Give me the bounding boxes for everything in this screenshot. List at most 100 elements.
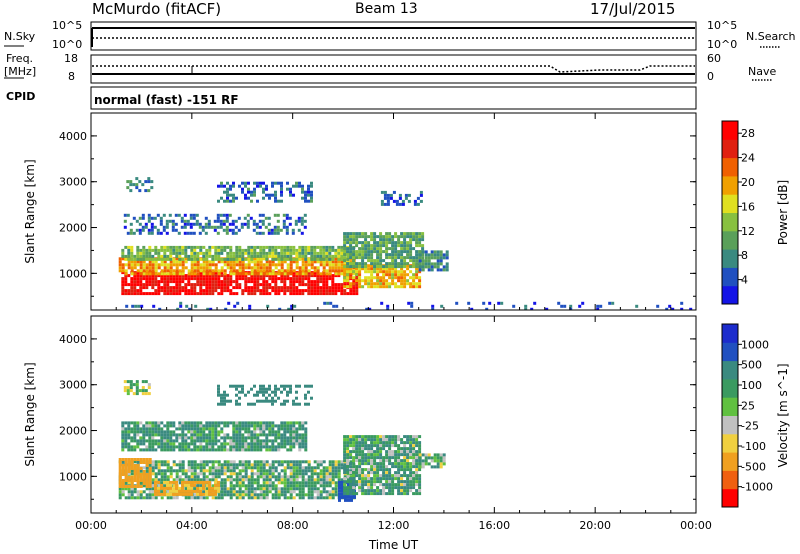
power-cell xyxy=(349,241,353,245)
power-cell xyxy=(123,219,127,223)
power-cell xyxy=(172,269,176,273)
power-cell xyxy=(196,274,200,278)
power-cell xyxy=(157,274,161,278)
velocity-cell xyxy=(256,478,260,482)
velocity-cell xyxy=(304,493,308,497)
velocity-cell xyxy=(241,484,245,488)
velocity-cell xyxy=(283,484,287,488)
velocity-cell xyxy=(214,439,218,443)
velocity-cell xyxy=(436,459,440,463)
power-cell xyxy=(352,282,356,286)
velocity-cell xyxy=(328,481,332,485)
power-cell xyxy=(403,262,407,266)
power-cell xyxy=(151,254,155,258)
power-colorbar-segment xyxy=(722,121,738,140)
power-cell xyxy=(193,263,197,267)
velocity-cell xyxy=(280,481,284,485)
power-cell xyxy=(220,286,224,290)
velocity-cell xyxy=(292,463,296,467)
power-cell xyxy=(439,259,443,263)
power-cell xyxy=(355,273,359,277)
velocity-cell xyxy=(274,478,278,482)
power-cell xyxy=(259,181,262,185)
power-cell xyxy=(175,260,179,264)
power-cell xyxy=(277,292,281,296)
power-cell xyxy=(373,238,377,242)
velocity-cell xyxy=(135,380,139,384)
velocity-cell xyxy=(349,435,353,439)
power-cell xyxy=(142,254,146,258)
power-cell xyxy=(202,269,206,273)
power-cell xyxy=(433,250,437,254)
velocity-cell xyxy=(388,447,392,451)
velocity-cell xyxy=(211,496,215,500)
power-cell xyxy=(154,266,158,270)
velocity-cell xyxy=(370,450,374,454)
power-cell xyxy=(391,244,395,248)
velocity-cell xyxy=(175,472,179,476)
velocity-cell xyxy=(397,477,401,481)
power-cell xyxy=(280,248,284,252)
power-cell xyxy=(159,231,163,235)
power-cell xyxy=(244,286,248,290)
power-cell xyxy=(297,219,301,223)
velocity-cell xyxy=(268,469,272,473)
power-cell xyxy=(415,285,419,289)
velocity-cell xyxy=(217,448,221,452)
velocity-cell xyxy=(388,489,392,493)
power-cell xyxy=(376,244,380,248)
velocity-cell xyxy=(121,479,125,482)
velocity-cell xyxy=(193,460,197,464)
velocity-cell xyxy=(409,438,413,442)
velocity-cell xyxy=(310,384,313,388)
power-cell xyxy=(530,307,534,310)
velocity-cell xyxy=(238,469,242,473)
power-cell xyxy=(181,263,185,267)
velocity-cell xyxy=(325,484,329,488)
velocity-cell xyxy=(391,492,395,496)
power-cell xyxy=(261,213,265,217)
velocity-cell xyxy=(283,493,287,497)
power-cell xyxy=(400,241,404,245)
power-cell xyxy=(412,262,416,266)
power-cell xyxy=(397,262,401,266)
power-cell xyxy=(247,286,251,290)
power-cell xyxy=(289,187,292,191)
power-cell xyxy=(166,280,170,284)
velocity-cell xyxy=(220,402,223,406)
power-cell xyxy=(596,304,600,308)
power-cell xyxy=(226,245,230,249)
velocity-cell xyxy=(304,484,308,488)
velocity-cell xyxy=(154,480,157,484)
power-cell xyxy=(217,251,221,255)
power-cell xyxy=(181,248,185,252)
velocity-cell xyxy=(127,430,131,434)
power-cell xyxy=(223,280,227,284)
power-cell xyxy=(253,251,257,255)
velocity-cell xyxy=(265,399,268,403)
velocity-cell xyxy=(406,459,410,463)
velocity-cell xyxy=(388,486,392,490)
velocity-cell xyxy=(259,384,262,388)
power-cell xyxy=(250,254,254,258)
power-cell xyxy=(238,251,242,255)
velocity-cell xyxy=(148,473,152,476)
power-cell xyxy=(255,225,259,229)
velocity-cell xyxy=(172,439,176,443)
velocity-cell xyxy=(172,421,176,425)
power-cell xyxy=(373,282,377,286)
velocity-cell xyxy=(169,424,173,428)
power-cell xyxy=(412,285,416,289)
power-cell xyxy=(145,292,149,296)
velocity-cell xyxy=(139,490,143,494)
velocity-cell xyxy=(247,445,251,449)
power-cell xyxy=(635,304,639,308)
velocity-cell xyxy=(208,442,212,446)
power-cell xyxy=(166,274,170,278)
power-cell xyxy=(259,184,262,188)
velocity-cell xyxy=(370,465,374,469)
velocity-cell xyxy=(385,441,389,445)
power-cell xyxy=(154,269,158,273)
velocity-cell xyxy=(124,467,128,470)
power-cell xyxy=(265,286,269,290)
